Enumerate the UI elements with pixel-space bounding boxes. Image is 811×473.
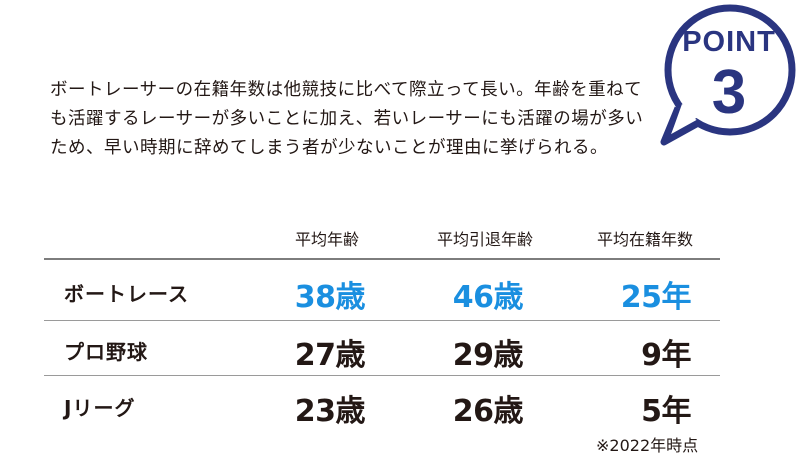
row-label-boatrace: ボートレース [64,282,189,306]
row-label-jleague: Jリーグ [64,396,136,420]
header-average-retirement-age: 平均引退年齢 [436,230,533,249]
row-label-baseball: プロ野球 [64,340,148,364]
intro-text: ボートレーサーの在籍年数は他競技に比べて際立って長い。年齢を重ねても活躍するレー… [50,80,644,158]
point-badge: POINT 3 [660,0,810,150]
jleague-retirement-age: 26歳 [452,394,524,429]
point-number: 3 [711,58,747,127]
table-top-rule [44,258,720,260]
baseball-average-age: 27歳 [294,338,366,373]
jleague-average-age: 23歳 [294,394,366,429]
header-average-career-years: 平均在籍年数 [596,230,693,249]
jleague-career-years: 5年 [641,394,691,429]
row-divider [44,375,720,376]
row-divider [44,320,720,321]
point-label: POINT [682,26,776,58]
boatrace-retirement-age: 46歳 [452,280,524,315]
header-average-age: 平均年齢 [294,230,359,249]
footnote: ※2022年時点 [596,436,699,455]
baseball-retirement-age: 29歳 [452,338,524,373]
boatrace-average-age: 38歳 [294,280,366,315]
baseball-career-years: 9年 [641,338,691,373]
speech-bubble-icon [660,4,796,146]
boatrace-career-years: 25年 [620,280,692,315]
